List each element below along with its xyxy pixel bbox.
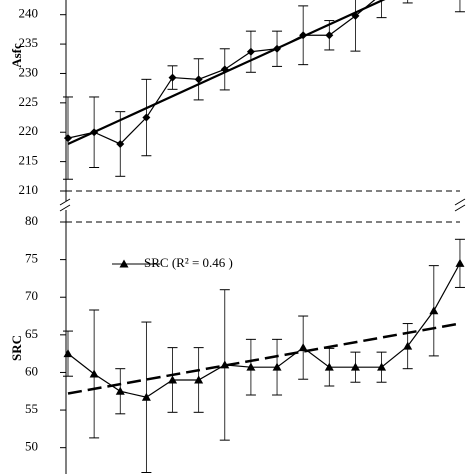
- point: [272, 362, 282, 371]
- point: [403, 341, 413, 350]
- point: [298, 343, 308, 352]
- error-bar: [402, 0, 413, 4]
- point: [115, 386, 125, 395]
- y-tick-label: 55: [25, 401, 38, 416]
- legend-marker: [119, 259, 129, 268]
- trend-line: [67, 322, 461, 395]
- axis-break: [59, 198, 71, 212]
- panel: [63, 238, 465, 473]
- point: [89, 369, 99, 378]
- error-bar: [350, 0, 361, 52]
- point: [455, 258, 465, 267]
- y-tick-label: 240: [19, 6, 39, 21]
- y-tick-label: 60: [25, 363, 38, 378]
- point: [194, 375, 204, 384]
- point: [377, 362, 387, 371]
- point: [194, 75, 203, 84]
- point: [64, 134, 72, 143]
- error-bar: [454, 0, 465, 13]
- point: [116, 139, 125, 148]
- point: [63, 349, 73, 358]
- y-tick-label: 50: [25, 439, 38, 454]
- series-line: [67, 263, 461, 398]
- point: [325, 31, 334, 40]
- y-tick-label: 75: [25, 251, 38, 266]
- y-tick-label: 70: [25, 288, 38, 303]
- series-line: [67, 0, 376, 145]
- y-tick-label: 65: [25, 326, 38, 341]
- y-tick-label: 220: [19, 123, 39, 138]
- point: [350, 362, 360, 371]
- y-tick-label: 210: [19, 182, 39, 197]
- point: [141, 392, 151, 401]
- trend-line: [67, 0, 386, 145]
- point: [246, 47, 255, 56]
- point: [168, 375, 178, 384]
- error-bar: [376, 0, 387, 19]
- y-axis-label: Asfc: [9, 43, 24, 68]
- y-tick-label: 235: [19, 35, 39, 50]
- y-tick-label: 225: [19, 94, 39, 109]
- point: [246, 362, 256, 371]
- point: [168, 73, 177, 82]
- y-tick-label: 80: [25, 213, 38, 228]
- legend-label: SRC (R² = 0.46 ): [144, 255, 233, 270]
- y-tick-label: 215: [19, 153, 39, 168]
- panel: [63, 0, 465, 180]
- y-tick-label: 230: [19, 64, 39, 79]
- point: [429, 306, 439, 315]
- point: [220, 360, 230, 369]
- axis-break: [454, 198, 466, 212]
- point: [142, 113, 151, 122]
- y-axis-label: SRC: [9, 335, 24, 361]
- point: [324, 362, 334, 371]
